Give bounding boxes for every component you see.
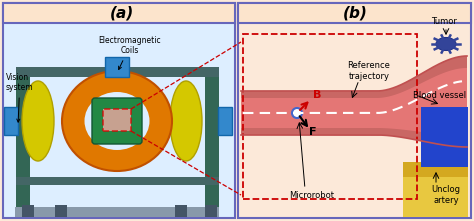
Bar [238,3,471,218]
Text: $\mathbf{F}$: $\mathbf{F}$ [308,125,317,137]
Bar [175,205,187,217]
Bar [238,3,471,218]
Text: Vision
system: Vision system [6,73,34,122]
Bar [403,163,468,217]
Text: (b): (b) [343,6,368,21]
Text: Electromagnetic
Coils: Electromagnetic Coils [99,36,161,70]
Ellipse shape [84,92,149,150]
Bar [4,107,18,135]
Ellipse shape [62,71,172,171]
Text: Blood vessel: Blood vessel [413,91,466,99]
Polygon shape [241,56,467,147]
Text: Microrobot: Microrobot [289,191,334,200]
Bar [16,77,30,207]
Bar [22,205,34,217]
Bar [3,3,235,218]
Bar [205,77,219,207]
Text: (a): (a) [109,6,134,21]
FancyBboxPatch shape [92,98,142,144]
Bar [243,34,417,199]
Bar [218,107,232,135]
Bar [403,162,468,177]
Bar [421,107,468,167]
Bar [3,3,235,23]
Ellipse shape [22,81,54,161]
Ellipse shape [292,108,302,118]
Text: $\mathbf{B}$: $\mathbf{B}$ [312,88,322,100]
Bar [3,3,235,218]
Text: Tumor: Tumor [431,17,457,26]
Bar [205,205,217,217]
Bar [55,205,67,217]
Text: Unclog
artery: Unclog artery [431,185,461,205]
Bar [16,177,219,185]
Ellipse shape [170,81,202,161]
Bar [105,57,129,77]
Text: Reference
trajectory: Reference trajectory [347,61,391,81]
Polygon shape [241,68,467,136]
Bar [15,207,219,217]
Bar [238,3,471,23]
Ellipse shape [436,38,456,51]
Bar [3,3,235,23]
Bar [103,109,131,131]
Bar [238,3,471,23]
Bar [16,67,219,77]
